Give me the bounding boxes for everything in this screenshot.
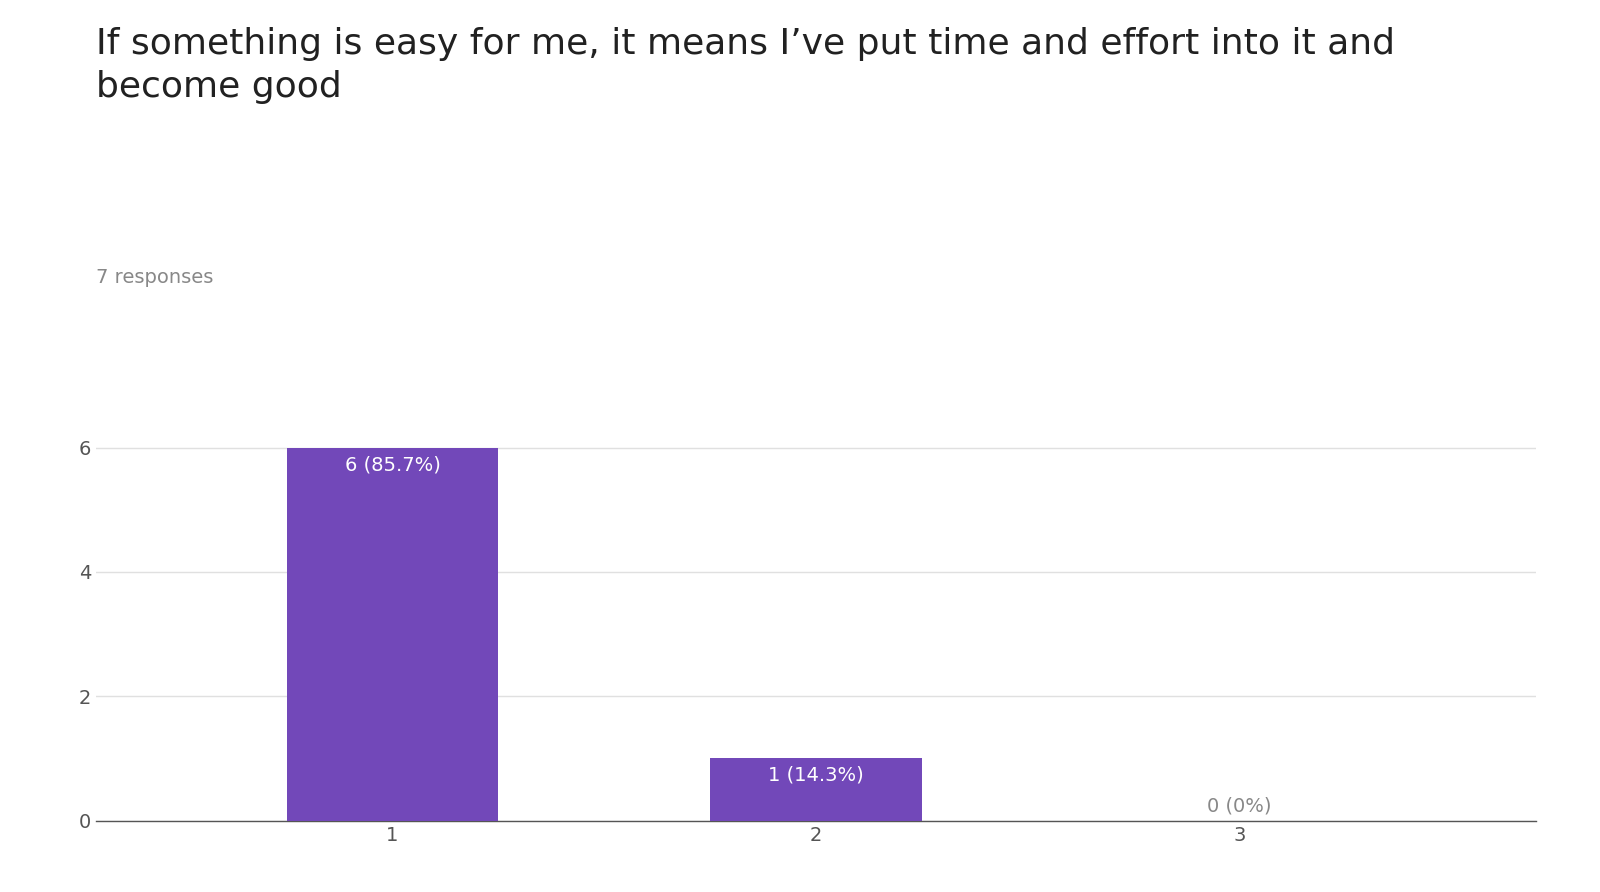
- Text: 1 (14.3%): 1 (14.3%): [768, 766, 864, 785]
- Bar: [710, 758, 922, 821]
- Text: 0 (0%): 0 (0%): [1208, 797, 1272, 815]
- Text: 7 responses: 7 responses: [96, 268, 213, 286]
- Text: If something is easy for me, it means I’ve put time and effort into it and
becom: If something is easy for me, it means I’…: [96, 27, 1395, 104]
- Bar: [286, 448, 498, 821]
- Text: 6 (85.7%): 6 (85.7%): [344, 455, 440, 474]
